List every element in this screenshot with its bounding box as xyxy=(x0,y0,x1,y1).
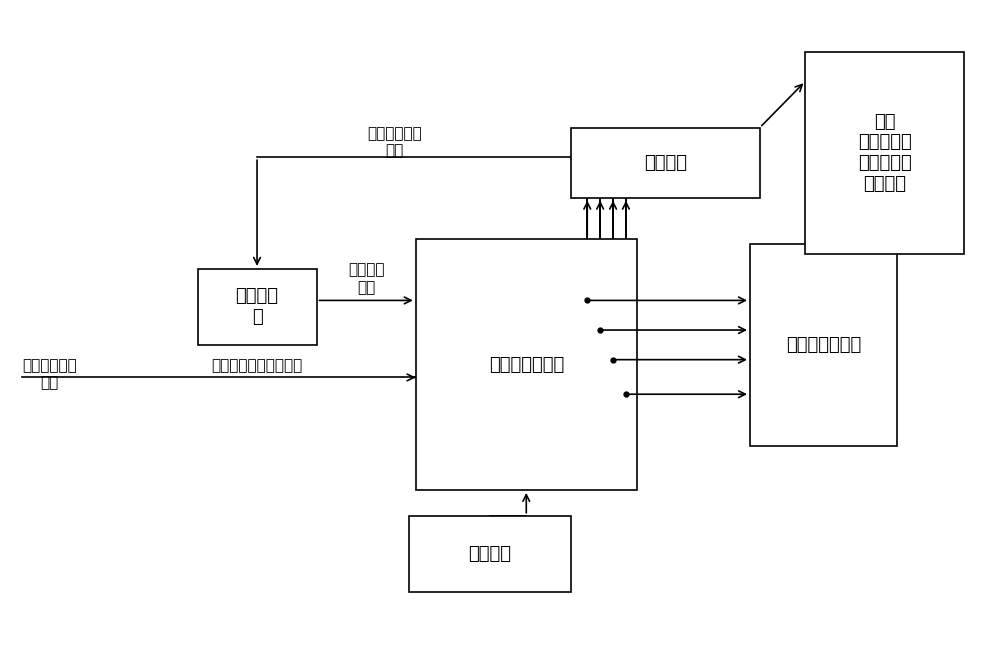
Text: 功率增益上报
电压: 功率增益上报 电压 xyxy=(367,127,422,159)
Text: 数字信号处理器: 数字信号处理器 xyxy=(786,336,861,354)
Text: 目标设置
电压: 目标设置 电压 xyxy=(348,262,384,295)
Bar xyxy=(198,269,317,345)
Text: 中控处理
器: 中控处理 器 xyxy=(236,288,279,326)
Text: 检波电路: 检波电路 xyxy=(644,154,687,172)
Text: 检测
集成相干接
收机输出的
电压幅度: 检测 集成相干接 收机输出的 电压幅度 xyxy=(858,113,912,193)
Text: 集成相干接收机: 集成相干接收机 xyxy=(489,356,564,374)
Bar xyxy=(409,515,571,591)
Text: 自动增益闭环控制环路: 自动增益闭环控制环路 xyxy=(211,358,303,373)
Bar xyxy=(416,239,637,490)
Bar xyxy=(571,128,760,198)
Text: 接收端输入光
信号: 接收端输入光 信号 xyxy=(22,358,77,390)
Bar xyxy=(750,244,897,446)
Bar xyxy=(805,51,964,254)
Text: 本振光源: 本振光源 xyxy=(469,545,512,563)
